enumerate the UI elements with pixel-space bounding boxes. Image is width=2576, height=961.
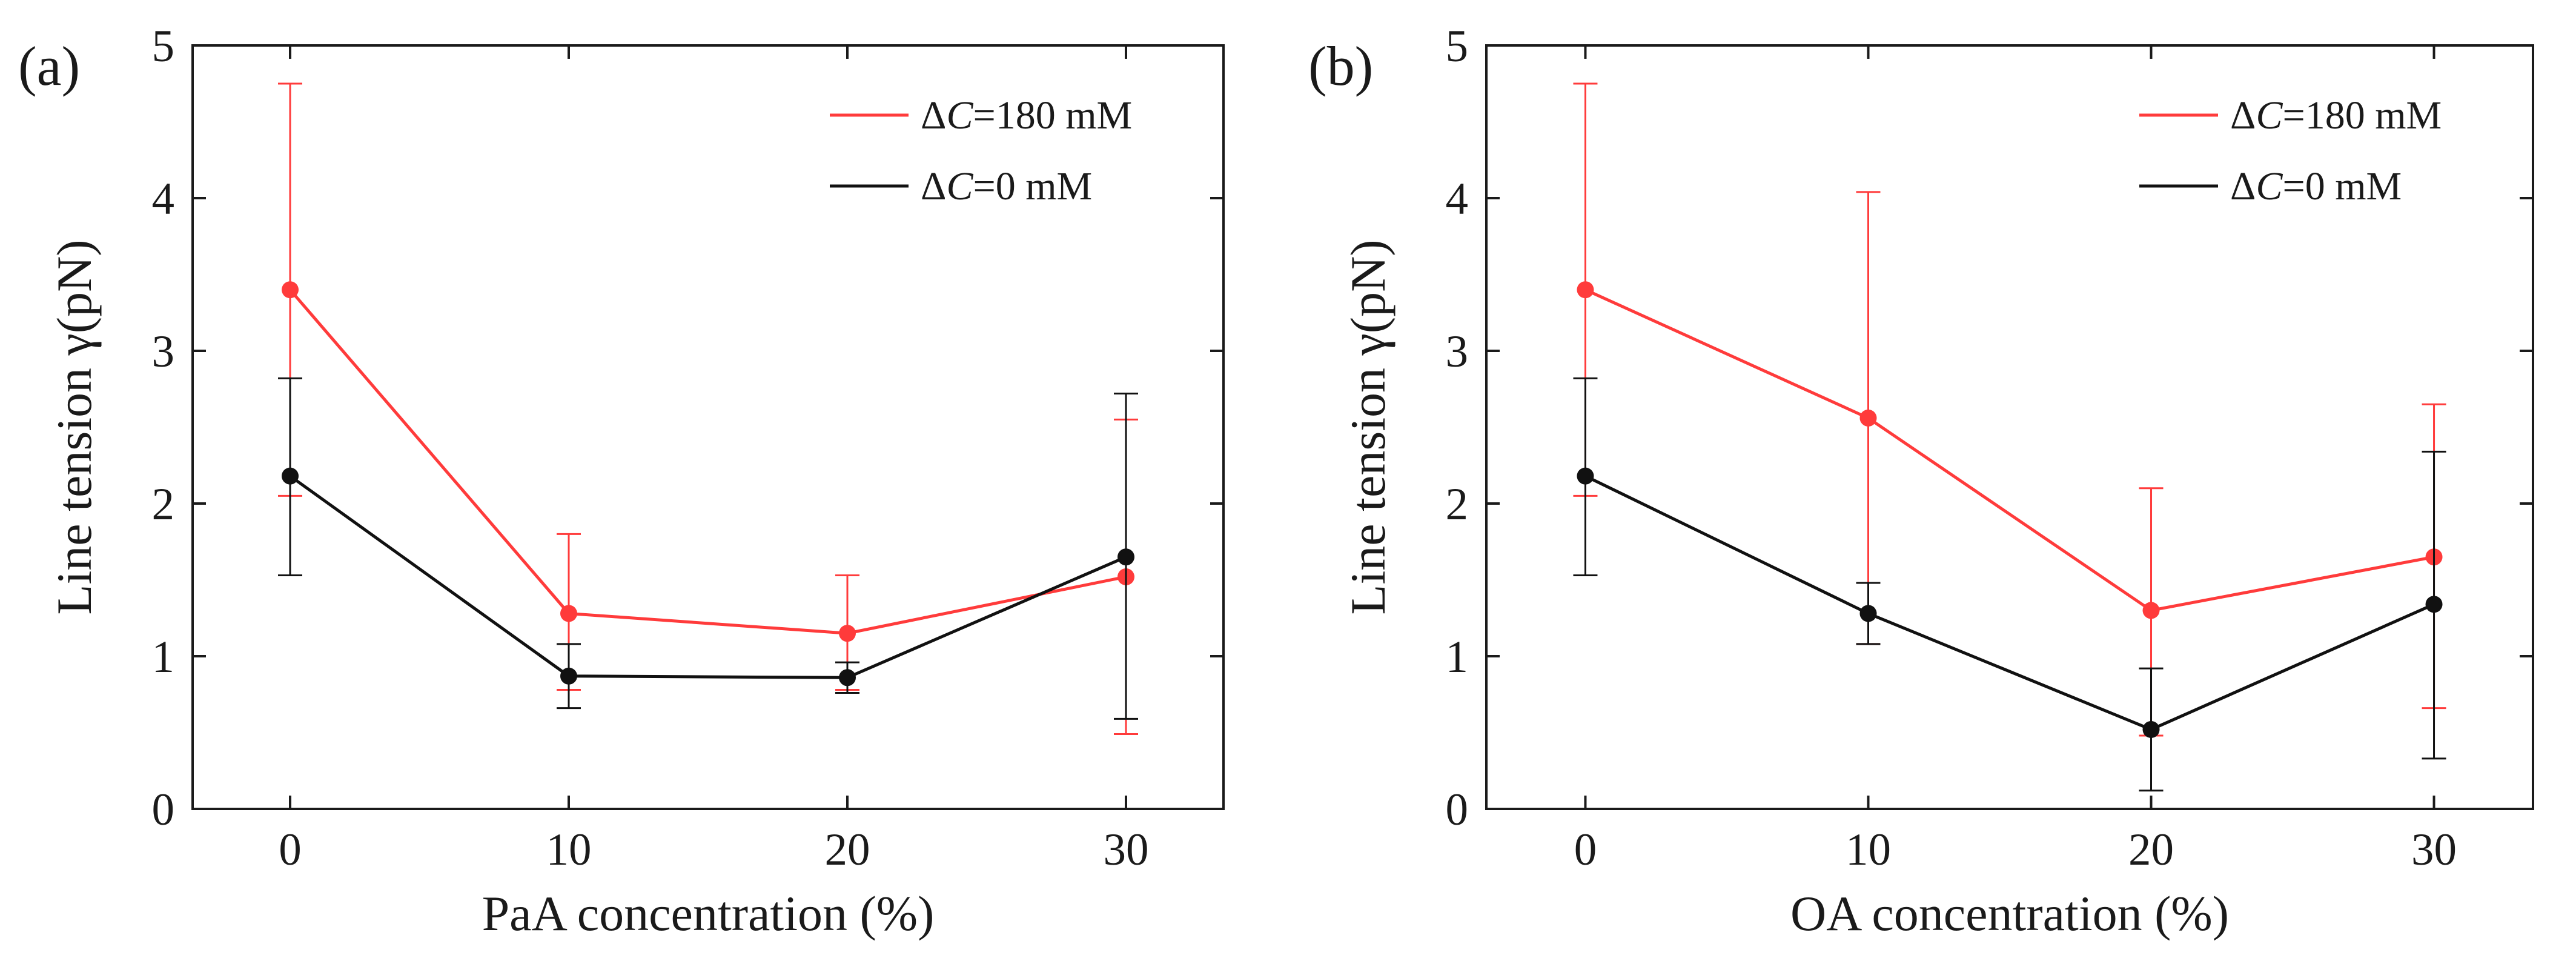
data-point <box>1859 409 1877 427</box>
x-tick-label: 0 <box>1574 825 1597 875</box>
data-point <box>839 625 856 642</box>
legend-label: ΔC=180 mM <box>2230 93 2442 138</box>
x-axis-label: PaA concentration (%) <box>482 886 935 941</box>
data-point <box>1577 467 1594 485</box>
series-line <box>1584 288 2435 613</box>
data-point <box>282 281 299 299</box>
x-tick-label: 10 <box>1846 825 1891 875</box>
series-line <box>289 288 1127 635</box>
y-tick-label: 4 <box>1446 174 1469 224</box>
y-tick-label: 2 <box>152 479 175 530</box>
legend-label: ΔC=180 mM <box>921 93 1132 138</box>
series-dc-0 <box>1573 377 2446 792</box>
series-line <box>289 474 1127 679</box>
legend: ΔC=180 mM ΔC=0 mM <box>2139 93 2442 208</box>
chart-panel-a: 0 1 2 3 4 5 0 10 20 30 PaA concentration (%) Line t… <box>18 21 1225 941</box>
panel-label: (b) <box>1308 35 1373 97</box>
x-axis-label: OA concentration (%) <box>1790 886 2229 941</box>
y-tick-label: 3 <box>1446 327 1469 377</box>
x-tick-label: 0 <box>279 825 302 875</box>
chart-panel-b: 0 1 2 3 4 5 0 10 20 30 OA concentration (%) Line te… <box>1308 21 2534 941</box>
x-tick-label: 10 <box>546 825 592 875</box>
x-tick-label: 30 <box>2411 825 2457 875</box>
y-axis-label: Line tension γ(pN) <box>47 239 102 614</box>
data-point <box>839 669 856 687</box>
y-tick-label: 5 <box>1446 21 1469 71</box>
data-point <box>1859 605 1877 622</box>
y-tick-label: 1 <box>1446 632 1469 682</box>
data-point <box>1117 548 1134 566</box>
x-tick-label: 30 <box>1104 825 1149 875</box>
y-axis-label: Line tension γ(pN) <box>1340 239 1396 614</box>
legend: ΔC=180 mM ΔC=0 mM <box>830 93 1132 208</box>
plot-frame <box>191 44 1225 810</box>
legend-label: ΔC=0 mM <box>921 164 1092 208</box>
series-line <box>1584 474 2435 731</box>
data-point <box>1577 281 1594 299</box>
legend-label: ΔC=0 mM <box>2230 164 2402 208</box>
data-point <box>560 605 577 622</box>
series-dc-0 <box>278 377 1138 720</box>
y-tick-label: 5 <box>152 21 175 71</box>
data-point <box>560 667 577 685</box>
y-tick-label: 4 <box>152 174 175 224</box>
data-point <box>2142 720 2160 738</box>
y-tick-label: 0 <box>1446 785 1469 835</box>
data-point <box>2142 602 2160 619</box>
x-tick-label: 20 <box>825 825 870 875</box>
plot-frame <box>1485 44 2534 810</box>
x-tick-label: 20 <box>2128 825 2174 875</box>
y-tick-label: 0 <box>152 785 175 835</box>
panel-label: (a) <box>18 35 80 97</box>
data-point <box>282 467 299 485</box>
y-tick-label: 2 <box>1446 479 1469 530</box>
y-tick-label: 3 <box>152 327 175 377</box>
data-point <box>2425 596 2443 613</box>
y-tick-label: 1 <box>152 632 175 682</box>
